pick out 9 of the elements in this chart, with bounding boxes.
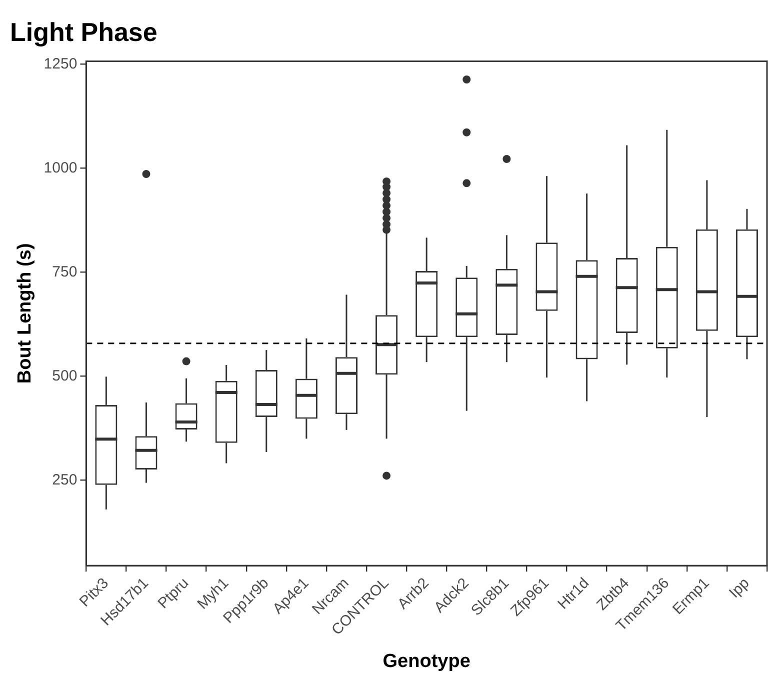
x-axis-title: Genotype: [382, 650, 470, 672]
y-tick-label: 250: [52, 471, 78, 488]
x-tick-label: Ipp: [726, 574, 753, 602]
y-tick-label: 1000: [44, 159, 78, 176]
y-axis-title: Bout Length (s): [14, 243, 36, 384]
chart-title: Light Phase: [10, 16, 158, 47]
y-tick-label: 500: [52, 367, 78, 384]
y-tick-label: 750: [52, 263, 78, 280]
y-tick-label: 1250: [44, 55, 78, 72]
